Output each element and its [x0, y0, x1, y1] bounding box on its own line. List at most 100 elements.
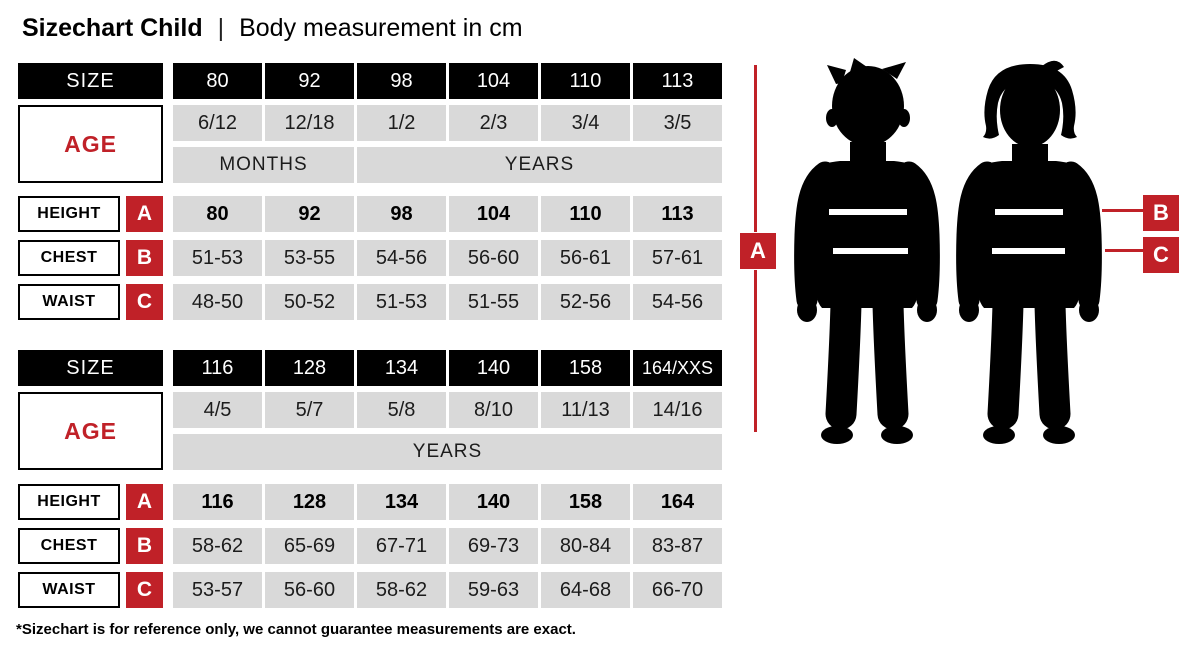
chest-cell: 80-84	[541, 528, 630, 564]
table1-size-row: 80 92 98 104 110 113	[173, 63, 722, 99]
chest-cell: 58-62	[173, 528, 262, 564]
table1-chest-label: CHEST	[18, 240, 120, 276]
girl-waist-line	[992, 248, 1065, 254]
waist-cell: 64-68	[541, 572, 630, 608]
boy-silhouette	[794, 58, 940, 444]
table2-age-units-row: YEARS	[173, 434, 722, 470]
size-cell: 98	[357, 63, 446, 99]
height-cell: 164	[633, 484, 722, 520]
table2-waist-row: 53-57 56-60 58-62 59-63 64-68 66-70	[173, 572, 722, 608]
waist-cell: 52-56	[541, 284, 630, 320]
waist-cell: 59-63	[449, 572, 538, 608]
size-cell: 110	[541, 63, 630, 99]
title-separator: |	[217, 14, 225, 42]
table2-height-label: HEIGHT	[18, 484, 120, 520]
table2-chest-row: 58-62 65-69 67-71 69-73 80-84 83-87	[173, 528, 722, 564]
waist-cell: 48-50	[173, 284, 262, 320]
height-cell: 92	[265, 196, 354, 232]
table2-waist-label: WAIST	[18, 572, 120, 608]
age-unit-years: YEARS	[173, 434, 722, 470]
marker-b: B	[1143, 195, 1179, 231]
page-title: Sizechart Child | Body measurement in cm	[22, 14, 523, 43]
waist-cell: 53-57	[173, 572, 262, 608]
waist-cell: 58-62	[357, 572, 446, 608]
table2-age-header: AGE	[18, 392, 163, 470]
marker-a: A	[740, 233, 776, 269]
age-unit-years: YEARS	[357, 147, 722, 183]
waist-cell: 54-56	[633, 284, 722, 320]
table1-waist-label: WAIST	[18, 284, 120, 320]
table2-age-row: 4/5 5/7 5/8 8/10 11/13 14/16	[173, 392, 722, 428]
boy-waist-line	[833, 248, 908, 254]
size-cell: 113	[633, 63, 722, 99]
size-cell: 134	[357, 350, 446, 386]
marker-c: C	[1143, 237, 1179, 273]
page-title-bold: Sizechart Child	[22, 14, 203, 42]
table2-chest-label: CHEST	[18, 528, 120, 564]
height-cell: 140	[449, 484, 538, 520]
table1-height-row: 80 92 98 104 110 113	[173, 196, 722, 232]
size-cell: 128	[265, 350, 354, 386]
waist-cell: 66-70	[633, 572, 722, 608]
size-cell: 158	[541, 350, 630, 386]
age-unit-months: MONTHS	[173, 147, 354, 183]
height-cell: 110	[541, 196, 630, 232]
height-cell: 128	[265, 484, 354, 520]
footnote: *Sizechart is for reference only, we can…	[16, 621, 576, 638]
girl-silhouette	[956, 60, 1102, 444]
age-cell: 6/12	[173, 105, 262, 141]
chest-cell: 54-56	[357, 240, 446, 276]
table2-letter-c: C	[126, 572, 163, 608]
girl-chest-line	[995, 209, 1063, 215]
age-cell: 11/13	[541, 392, 630, 428]
waist-measure-line	[1105, 249, 1143, 252]
table2-letter-b: B	[126, 528, 163, 564]
size-cell: 92	[265, 63, 354, 99]
table1-letter-b: B	[126, 240, 163, 276]
height-measure-line-top	[754, 65, 757, 232]
age-cell: 1/2	[357, 105, 446, 141]
chest-cell: 56-60	[449, 240, 538, 276]
size-cell: 140	[449, 350, 538, 386]
table1-letter-c: C	[126, 284, 163, 320]
waist-cell: 51-53	[357, 284, 446, 320]
page-subtitle: Body measurement in cm	[239, 14, 523, 42]
table1-height-label: HEIGHT	[18, 196, 120, 232]
waist-cell: 51-55	[449, 284, 538, 320]
height-cell: 116	[173, 484, 262, 520]
table2-size-header: SIZE	[18, 350, 163, 386]
age-cell: 5/7	[265, 392, 354, 428]
size-cell: 164/XXS	[633, 350, 722, 386]
boy-chest-line	[829, 209, 907, 215]
table1-age-header: AGE	[18, 105, 163, 183]
chest-cell: 56-61	[541, 240, 630, 276]
table1-age-row: 6/12 12/18 1/2 2/3 3/4 3/5	[173, 105, 722, 141]
height-cell: 104	[449, 196, 538, 232]
age-cell: 2/3	[449, 105, 538, 141]
chest-measure-line	[1102, 209, 1143, 212]
height-cell: 134	[357, 484, 446, 520]
chest-cell: 67-71	[357, 528, 446, 564]
height-cell: 113	[633, 196, 722, 232]
height-cell: 98	[357, 196, 446, 232]
table2-height-row: 116 128 134 140 158 164	[173, 484, 722, 520]
chest-cell: 83-87	[633, 528, 722, 564]
age-cell: 12/18	[265, 105, 354, 141]
table1-chest-row: 51-53 53-55 54-56 56-60 56-61 57-61	[173, 240, 722, 276]
chest-cell: 53-55	[265, 240, 354, 276]
table1-size-header: SIZE	[18, 63, 163, 99]
table2-letter-a: A	[126, 484, 163, 520]
age-cell: 3/5	[633, 105, 722, 141]
table1-age-units-row: MONTHS YEARS	[173, 147, 722, 183]
chest-cell: 51-53	[173, 240, 262, 276]
table1-letter-a: A	[126, 196, 163, 232]
chest-cell: 69-73	[449, 528, 538, 564]
chest-cell: 65-69	[265, 528, 354, 564]
height-measure-line-bottom	[754, 270, 757, 432]
chest-cell: 57-61	[633, 240, 722, 276]
height-cell: 80	[173, 196, 262, 232]
size-cell: 80	[173, 63, 262, 99]
table2-size-row: 116 128 134 140 158 164/XXS	[173, 350, 722, 386]
age-cell: 14/16	[633, 392, 722, 428]
